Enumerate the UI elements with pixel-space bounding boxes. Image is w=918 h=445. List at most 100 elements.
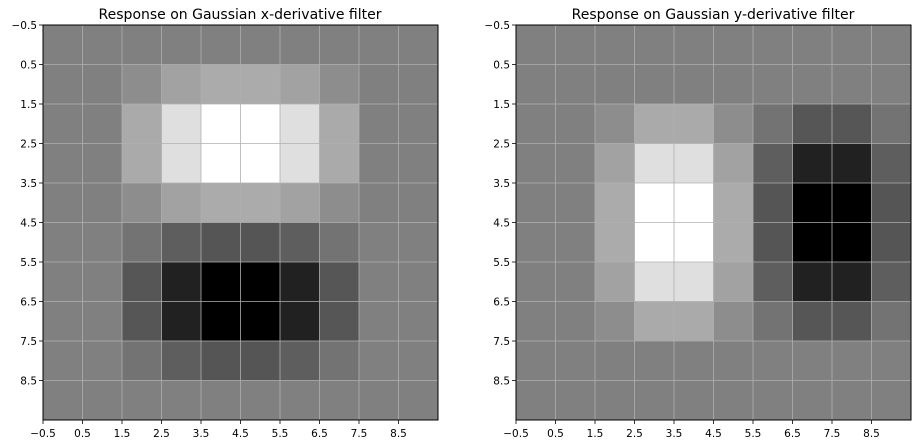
- heatmap-cell: [595, 183, 635, 223]
- heatmap-cell: [555, 341, 596, 381]
- heatmap-cell: [359, 25, 399, 65]
- heatmap-cell: [398, 104, 439, 144]
- heatmap-cell: [595, 222, 635, 263]
- chart-title: Response on Gaussian x-derivative filter: [99, 7, 382, 23]
- x-tick-label: 6.5: [311, 428, 328, 440]
- heatmap-cell: [634, 64, 675, 105]
- heatmap-cell: [792, 301, 833, 342]
- y-tick-label: 8.5: [20, 376, 37, 388]
- heatmap-cell: [555, 222, 596, 263]
- heatmap-cell: [319, 262, 360, 302]
- y-tick-label: 0.5: [20, 60, 37, 72]
- heatmap-cell: [832, 222, 872, 263]
- heatmap-cell: [674, 222, 714, 263]
- y-tick-label: 1.5: [20, 99, 37, 111]
- heatmap-cell: [240, 25, 281, 65]
- heatmap-cell: [240, 183, 281, 223]
- heatmap-cell: [201, 341, 241, 381]
- heatmap-cell: [832, 143, 872, 184]
- heatmap-cell: [398, 380, 439, 421]
- heatmap-cell: [555, 380, 596, 421]
- heatmap-cell: [753, 64, 793, 105]
- x-tick-label: 3.5: [193, 428, 210, 440]
- heatmap-cell: [871, 380, 912, 421]
- heatmap-cell: [122, 301, 162, 342]
- heatmap-cell: [161, 380, 202, 421]
- heatmap-cell: [319, 64, 360, 105]
- heatmap-cell: [240, 380, 281, 421]
- heatmap-cell: [201, 301, 241, 342]
- heatmap-cell: [319, 104, 360, 144]
- heatmap-cell: [713, 341, 754, 381]
- x-tick-label: 4.5: [705, 428, 722, 440]
- heatmap-cell: [634, 301, 675, 342]
- heatmap-cell: [595, 104, 635, 144]
- x-tick-label: 5.5: [745, 428, 762, 440]
- heatmap-cell: [634, 262, 675, 302]
- heatmap-cell: [832, 64, 872, 105]
- heatmap-cell: [359, 341, 399, 381]
- heatmap-cell: [792, 222, 833, 263]
- heatmap-cell: [871, 262, 912, 302]
- heatmap-cell: [516, 301, 556, 342]
- heatmap-cells: [43, 25, 439, 421]
- heatmap-cell: [713, 104, 754, 144]
- chart-title: Response on Gaussian y-derivative filter: [572, 7, 855, 23]
- heatmap-cell: [280, 104, 320, 144]
- heatmap-cell: [832, 301, 872, 342]
- heatmap-cell: [43, 262, 83, 302]
- heatmap-cell: [516, 341, 556, 381]
- heatmap-cell: [792, 143, 833, 184]
- heatmap-cell: [792, 25, 833, 65]
- heatmap-cell: [43, 341, 83, 381]
- x-tick-label: 7.5: [351, 428, 368, 440]
- heatmap-cell: [43, 380, 83, 421]
- heatmap-cell: [161, 143, 202, 184]
- x-tick-label: 7.5: [824, 428, 841, 440]
- heatmap-cell: [161, 341, 202, 381]
- heatmap-cell: [753, 341, 793, 381]
- heatmap-cell: [753, 222, 793, 263]
- heatmap-cell: [792, 380, 833, 421]
- heatmap-cell: [516, 143, 556, 184]
- heatmap-cell: [201, 380, 241, 421]
- heatmap-cell: [595, 301, 635, 342]
- heatmap-cell: [82, 341, 123, 381]
- heatmap-cell: [674, 25, 714, 65]
- heatmap-cell: [634, 104, 675, 144]
- heatmap-cell: [792, 64, 833, 105]
- y-tick-label: 2.5: [20, 139, 37, 151]
- heatmap-cell: [82, 104, 123, 144]
- heatmap-cell: [674, 104, 714, 144]
- heatmap-cell: [201, 104, 241, 144]
- x-tick-label: 5.5: [272, 428, 289, 440]
- heatmap-cell: [398, 183, 439, 223]
- x-tick-label: 2.5: [153, 428, 170, 440]
- heatmap-cell: [82, 143, 123, 184]
- heatmap-cell: [398, 64, 439, 105]
- heatmap-cell: [674, 262, 714, 302]
- heatmap-cell: [713, 380, 754, 421]
- heatmap-cell: [792, 183, 833, 223]
- heatmap-cell: [871, 222, 912, 263]
- heatmap-cell: [240, 222, 281, 263]
- heatmap-cell: [713, 25, 754, 65]
- x-tick-label: 0.5: [547, 428, 564, 440]
- heatmap-cell: [122, 262, 162, 302]
- x-tick-label: 8.5: [390, 428, 407, 440]
- x-tick-label: 8.5: [863, 428, 880, 440]
- x-tick-label: −0.5: [30, 428, 56, 440]
- y-tick-label: 7.5: [20, 336, 37, 348]
- heatmap-cell: [280, 64, 320, 105]
- heatmap-cell: [280, 301, 320, 342]
- heatmap-cell: [240, 341, 281, 381]
- heatmap-cell: [201, 262, 241, 302]
- y-tick-label: 1.5: [493, 99, 510, 111]
- heatmap-cell: [674, 341, 714, 381]
- heatmap-cell: [319, 222, 360, 263]
- heatmap-cell: [634, 341, 675, 381]
- heatmap-cell: [43, 301, 83, 342]
- heatmap-cell: [359, 262, 399, 302]
- heatmap-cell: [871, 301, 912, 342]
